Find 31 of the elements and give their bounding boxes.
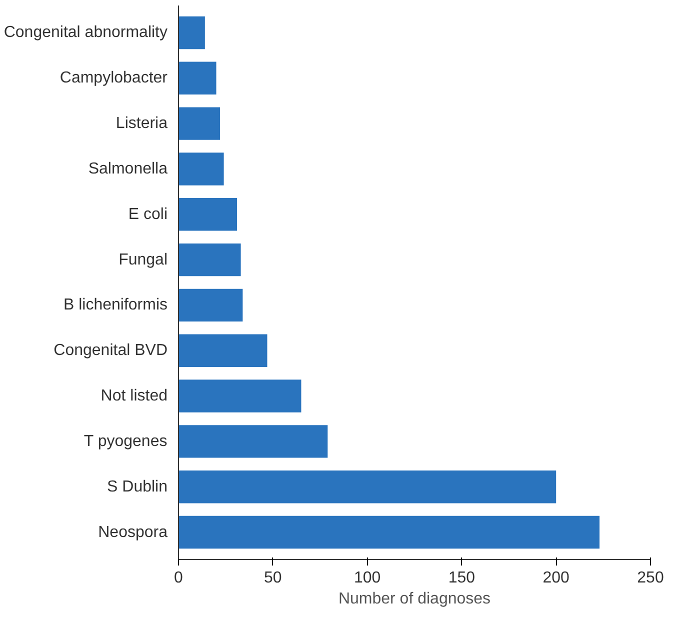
y-tick-label: Congenital abnormality <box>4 24 168 42</box>
bar <box>178 62 216 95</box>
y-tick-label: Neospora <box>98 524 168 541</box>
y-tick-label: B licheniformis <box>63 296 168 314</box>
bar <box>178 288 243 322</box>
bar <box>178 243 241 276</box>
bar <box>178 16 205 50</box>
y-tick-label: Salmonella <box>88 160 168 178</box>
bar <box>178 470 556 504</box>
bar <box>178 107 220 140</box>
bar <box>178 425 328 458</box>
x-axis-title: Number of diagnoses <box>338 590 491 608</box>
y-tick-label: T pyogenes <box>84 432 168 450</box>
y-tick-label: Listeria <box>116 115 168 132</box>
x-tick-label: 150 <box>448 570 476 586</box>
y-tick-label: Not listed <box>100 388 168 405</box>
bar <box>178 334 268 367</box>
x-tick-label: 250 <box>637 570 664 586</box>
y-tick-label: Congenital BVD <box>54 342 168 360</box>
bar <box>178 198 238 231</box>
x-tick-label: 200 <box>542 570 570 586</box>
bar <box>178 152 224 186</box>
y-tick-label: S Dublin <box>107 478 168 496</box>
x-tick-label: 0 <box>174 570 184 586</box>
y-tick-label: Fungal <box>118 251 168 268</box>
y-tick-label: E coli <box>128 206 168 223</box>
x-tick-label: 100 <box>354 570 381 586</box>
bar <box>178 516 600 549</box>
y-tick-label: Campylobacter <box>60 70 168 87</box>
x-tick-label: 50 <box>264 570 282 586</box>
bar <box>178 380 302 412</box>
